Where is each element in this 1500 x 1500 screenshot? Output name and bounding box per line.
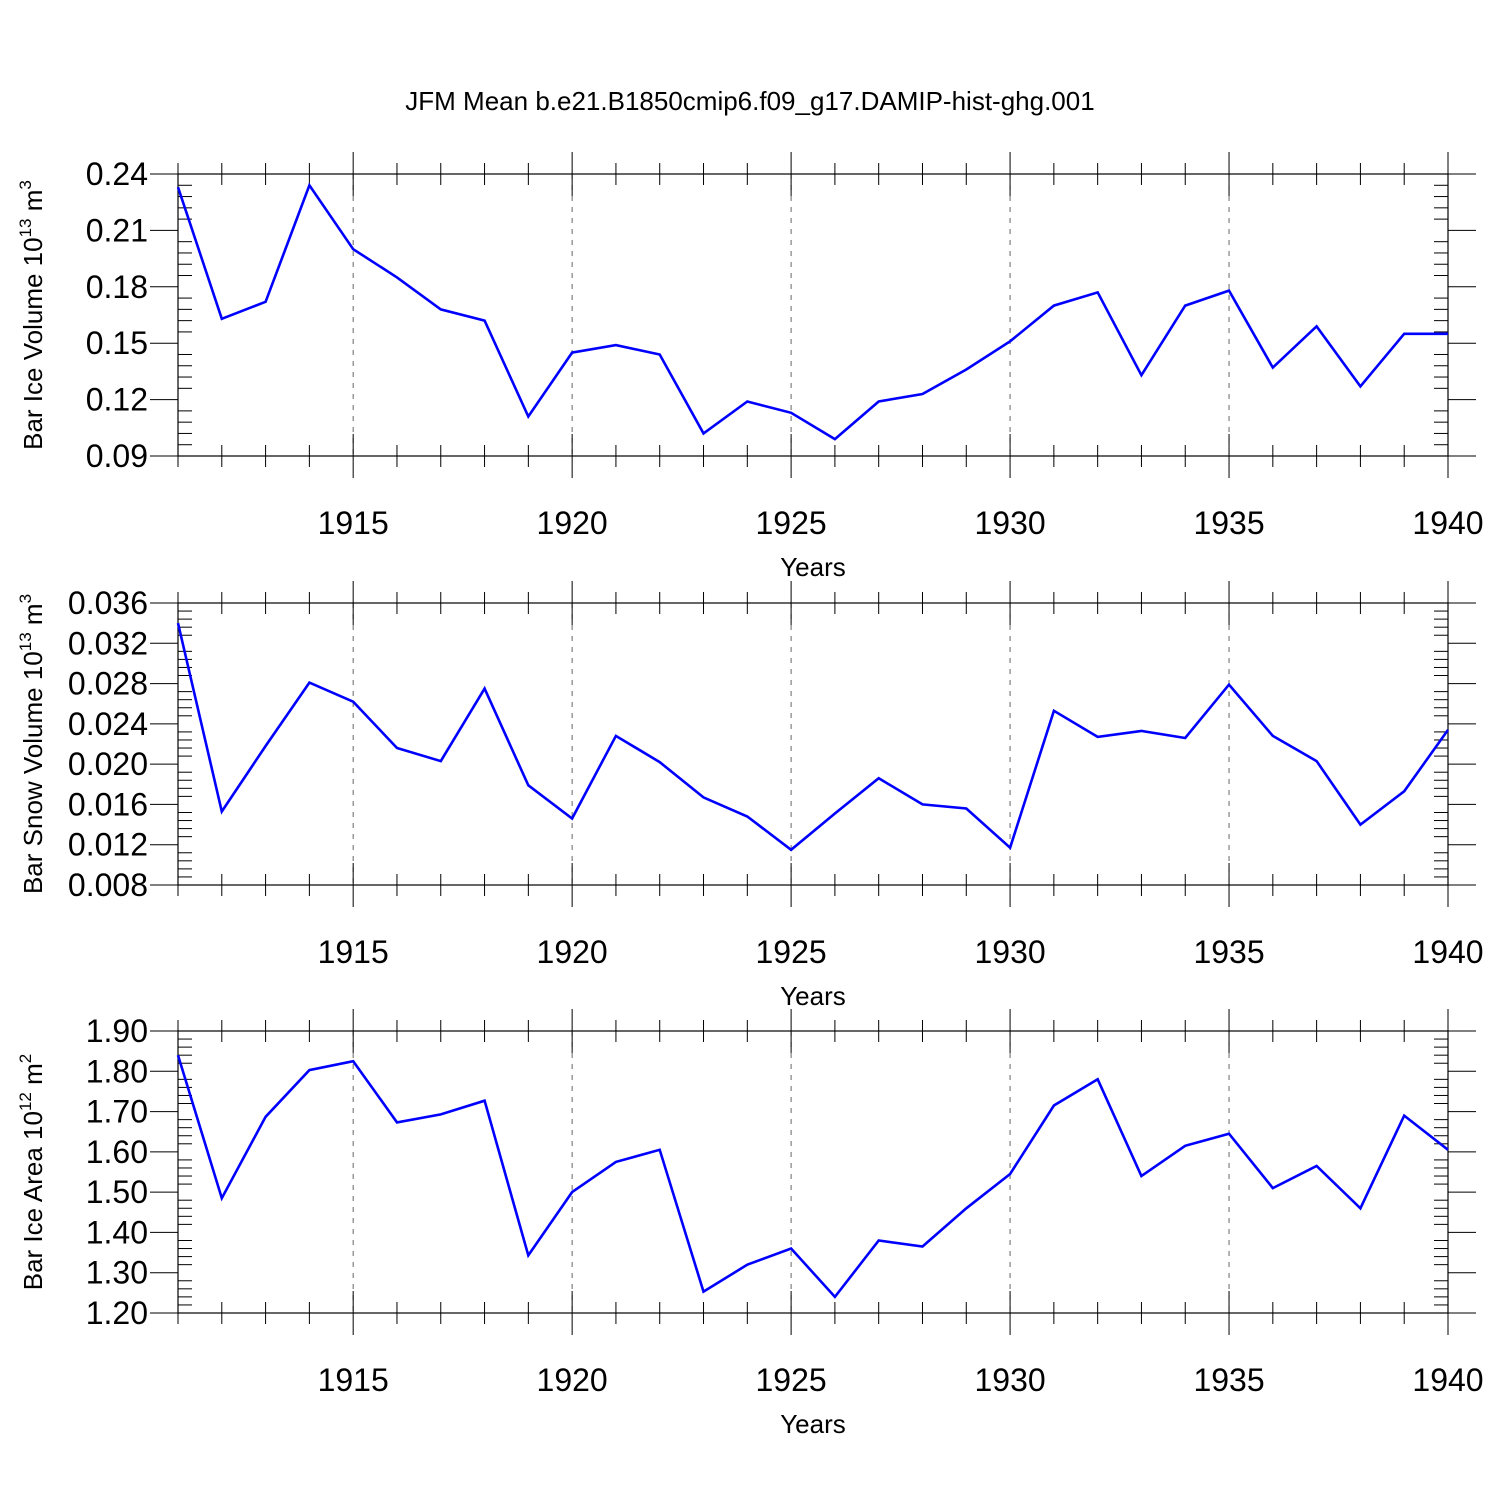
y-tick-label: 0.028: [68, 666, 148, 702]
series-line: [176, 182, 1448, 441]
y-tick-label: 0.016: [68, 786, 148, 822]
y-tick-label: 0.21: [86, 212, 148, 248]
x-tick-label: 1930: [974, 934, 1045, 970]
plot-frame: [177, 1030, 1449, 1314]
y-tick-label: 1.60: [86, 1134, 148, 1170]
plot-frame: [177, 602, 1449, 886]
y-tick-label: 0.020: [68, 746, 148, 782]
y-axis-title-text: Bar Snow Volume 10: [18, 651, 48, 894]
y-axis-title: Bar Snow Volume 1013 m3: [16, 594, 48, 894]
series-line: [176, 622, 1450, 852]
x-tick-label: 1915: [318, 934, 389, 970]
y-tick-label: 0.012: [68, 827, 148, 863]
y-tick-label: 0.09: [86, 438, 148, 474]
figure-title: JFM Mean b.e21.B1850cmip6.f09_g17.DAMIP-…: [405, 86, 1094, 116]
x-tick-label: 1925: [756, 505, 827, 541]
y-axis-title-text: Bar Ice Area 10: [18, 1111, 48, 1290]
x-tick-label: 1940: [1412, 505, 1483, 541]
y-tick-label: 1.70: [86, 1094, 148, 1130]
x-tick-label: 1940: [1412, 934, 1483, 970]
y-axis-title-superscript: 3: [16, 594, 35, 603]
x-axis-title: Years: [780, 981, 846, 1011]
x-tick-label: 1930: [974, 1362, 1045, 1398]
x-tick-label: 1915: [318, 1362, 389, 1398]
x-tick-label: 1930: [974, 505, 1045, 541]
y-tick-label: 1.40: [86, 1214, 148, 1250]
y-tick-label: 1.50: [86, 1174, 148, 1210]
y-tick-label: 0.12: [86, 382, 148, 418]
y-axis-title-superscript: 13: [16, 632, 35, 651]
y-tick-label: 0.15: [86, 325, 148, 361]
y-axis-title: Bar Ice Area 1012 m2: [16, 1054, 48, 1291]
y-tick-label: 1.80: [86, 1053, 148, 1089]
chart-panel-1: 0.09 0.12 0.15 0.18 0.21 0.24 1915 1920 1925 1930…: [16, 152, 1484, 582]
x-tick-label: 1935: [1193, 1362, 1264, 1398]
x-tick-label: 1925: [756, 934, 827, 970]
x-tick-label: 1935: [1193, 505, 1264, 541]
y-axis-title-superscript: 3: [16, 180, 35, 189]
x-tick-label: 1940: [1412, 1362, 1483, 1398]
series-line: [176, 1054, 1449, 1299]
x-tick-label: 1915: [318, 505, 389, 541]
y-tick-label: 0.24: [86, 156, 148, 192]
x-axis-title: Years: [780, 1409, 846, 1439]
chart-panels: 0.09 0.12 0.15 0.18 0.21 0.24 1915 1920 1925 1930…: [16, 152, 1484, 1439]
y-axis-title-superscript: 13: [16, 218, 35, 237]
y-axis-title-superscript: 12: [16, 1092, 35, 1111]
y-tick-label: 0.032: [68, 625, 148, 661]
y-axis-title-superscript: 2: [16, 1054, 35, 1063]
chart-panel-2: 0.008 0.012 0.016 0.020 0.024 0.028 0.032 0.036…: [16, 581, 1484, 1011]
y-tick-label: 1.30: [86, 1255, 148, 1291]
y-tick-label: 1.90: [86, 1013, 148, 1049]
y-axis-title: Bar Ice Volume 1013 m3: [16, 180, 48, 450]
x-tick-label: 1920: [537, 1362, 608, 1398]
x-tick-label: 1935: [1193, 934, 1264, 970]
plot-frame: [177, 173, 1449, 457]
x-tick-label: 1920: [537, 505, 608, 541]
x-tick-label: 1925: [756, 1362, 827, 1398]
y-tick-label: 0.036: [68, 585, 148, 621]
y-axis-title-text: Bar Ice Volume 10: [18, 237, 48, 449]
y-tick-label: 0.008: [68, 867, 148, 903]
y-tick-label: 0.024: [68, 706, 148, 742]
y-axis-title-text: m: [18, 1063, 48, 1092]
y-axis-title-text: m: [18, 603, 48, 632]
y-tick-label: 0.18: [86, 269, 148, 305]
x-axis-title: Years: [780, 552, 846, 582]
x-tick-label: 1920: [537, 934, 608, 970]
chart-panel-3: 1.20 1.30 1.40 1.50 1.60 1.70 1.80 1.90 1915 1920…: [16, 1009, 1484, 1439]
y-tick-label: 1.20: [86, 1295, 148, 1331]
y-axis-title-text: m: [18, 190, 48, 219]
